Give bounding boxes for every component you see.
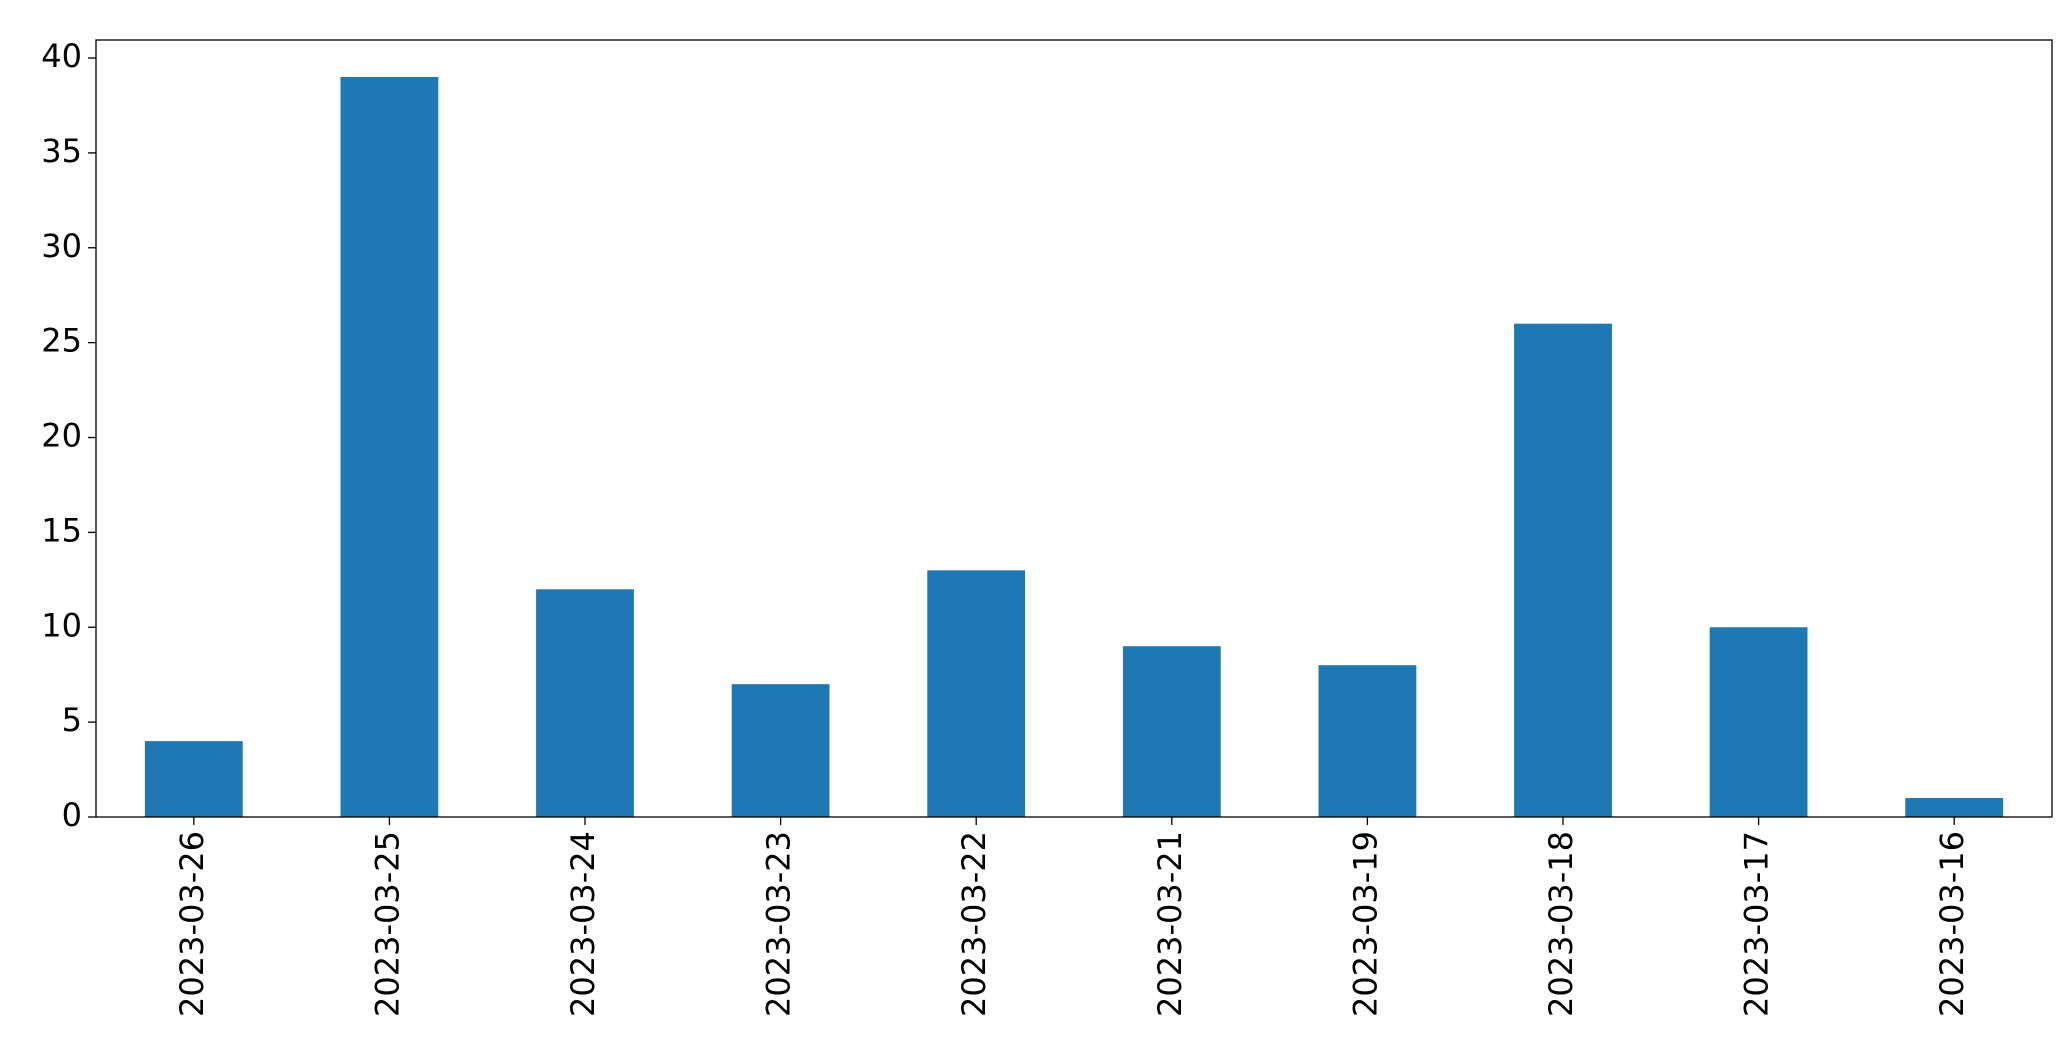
x-tick-label: 2023-03-16 (1933, 831, 1971, 1017)
plot-frame (95, 39, 2053, 818)
y-tick-label: 40 (41, 37, 82, 75)
y-tick-label: 0 (62, 796, 82, 834)
bar (340, 77, 439, 817)
bar (731, 684, 830, 817)
y-tick-label: 15 (41, 511, 82, 549)
x-tick-label: 2023-03-18 (1542, 831, 1580, 1017)
bar (144, 741, 243, 817)
y-tick-label: 20 (41, 417, 82, 455)
y-tick-label: 35 (41, 132, 82, 170)
bar (1122, 646, 1221, 817)
x-tick-label: 2023-03-21 (1151, 831, 1189, 1017)
x-tick-label: 2023-03-25 (368, 831, 406, 1017)
bar (1905, 798, 2004, 817)
bar (536, 589, 634, 817)
bar (1709, 627, 1808, 817)
bar (1514, 323, 1612, 817)
x-tick-label: 2023-03-19 (1346, 831, 1384, 1017)
y-tick-label: 25 (41, 322, 82, 360)
y-tick-label: 30 (41, 227, 82, 265)
x-tick-label: 2023-03-17 (1738, 831, 1776, 1017)
bar (1318, 665, 1417, 817)
x-tick-label: 2023-03-24 (564, 831, 602, 1017)
y-tick-label: 5 (62, 701, 82, 739)
x-tick-label: 2023-03-23 (760, 831, 798, 1017)
y-tick-label: 10 (41, 606, 82, 644)
x-tick-label: 2023-03-26 (173, 831, 211, 1017)
bar (927, 570, 1026, 817)
x-tick-label: 2023-03-22 (955, 831, 993, 1017)
